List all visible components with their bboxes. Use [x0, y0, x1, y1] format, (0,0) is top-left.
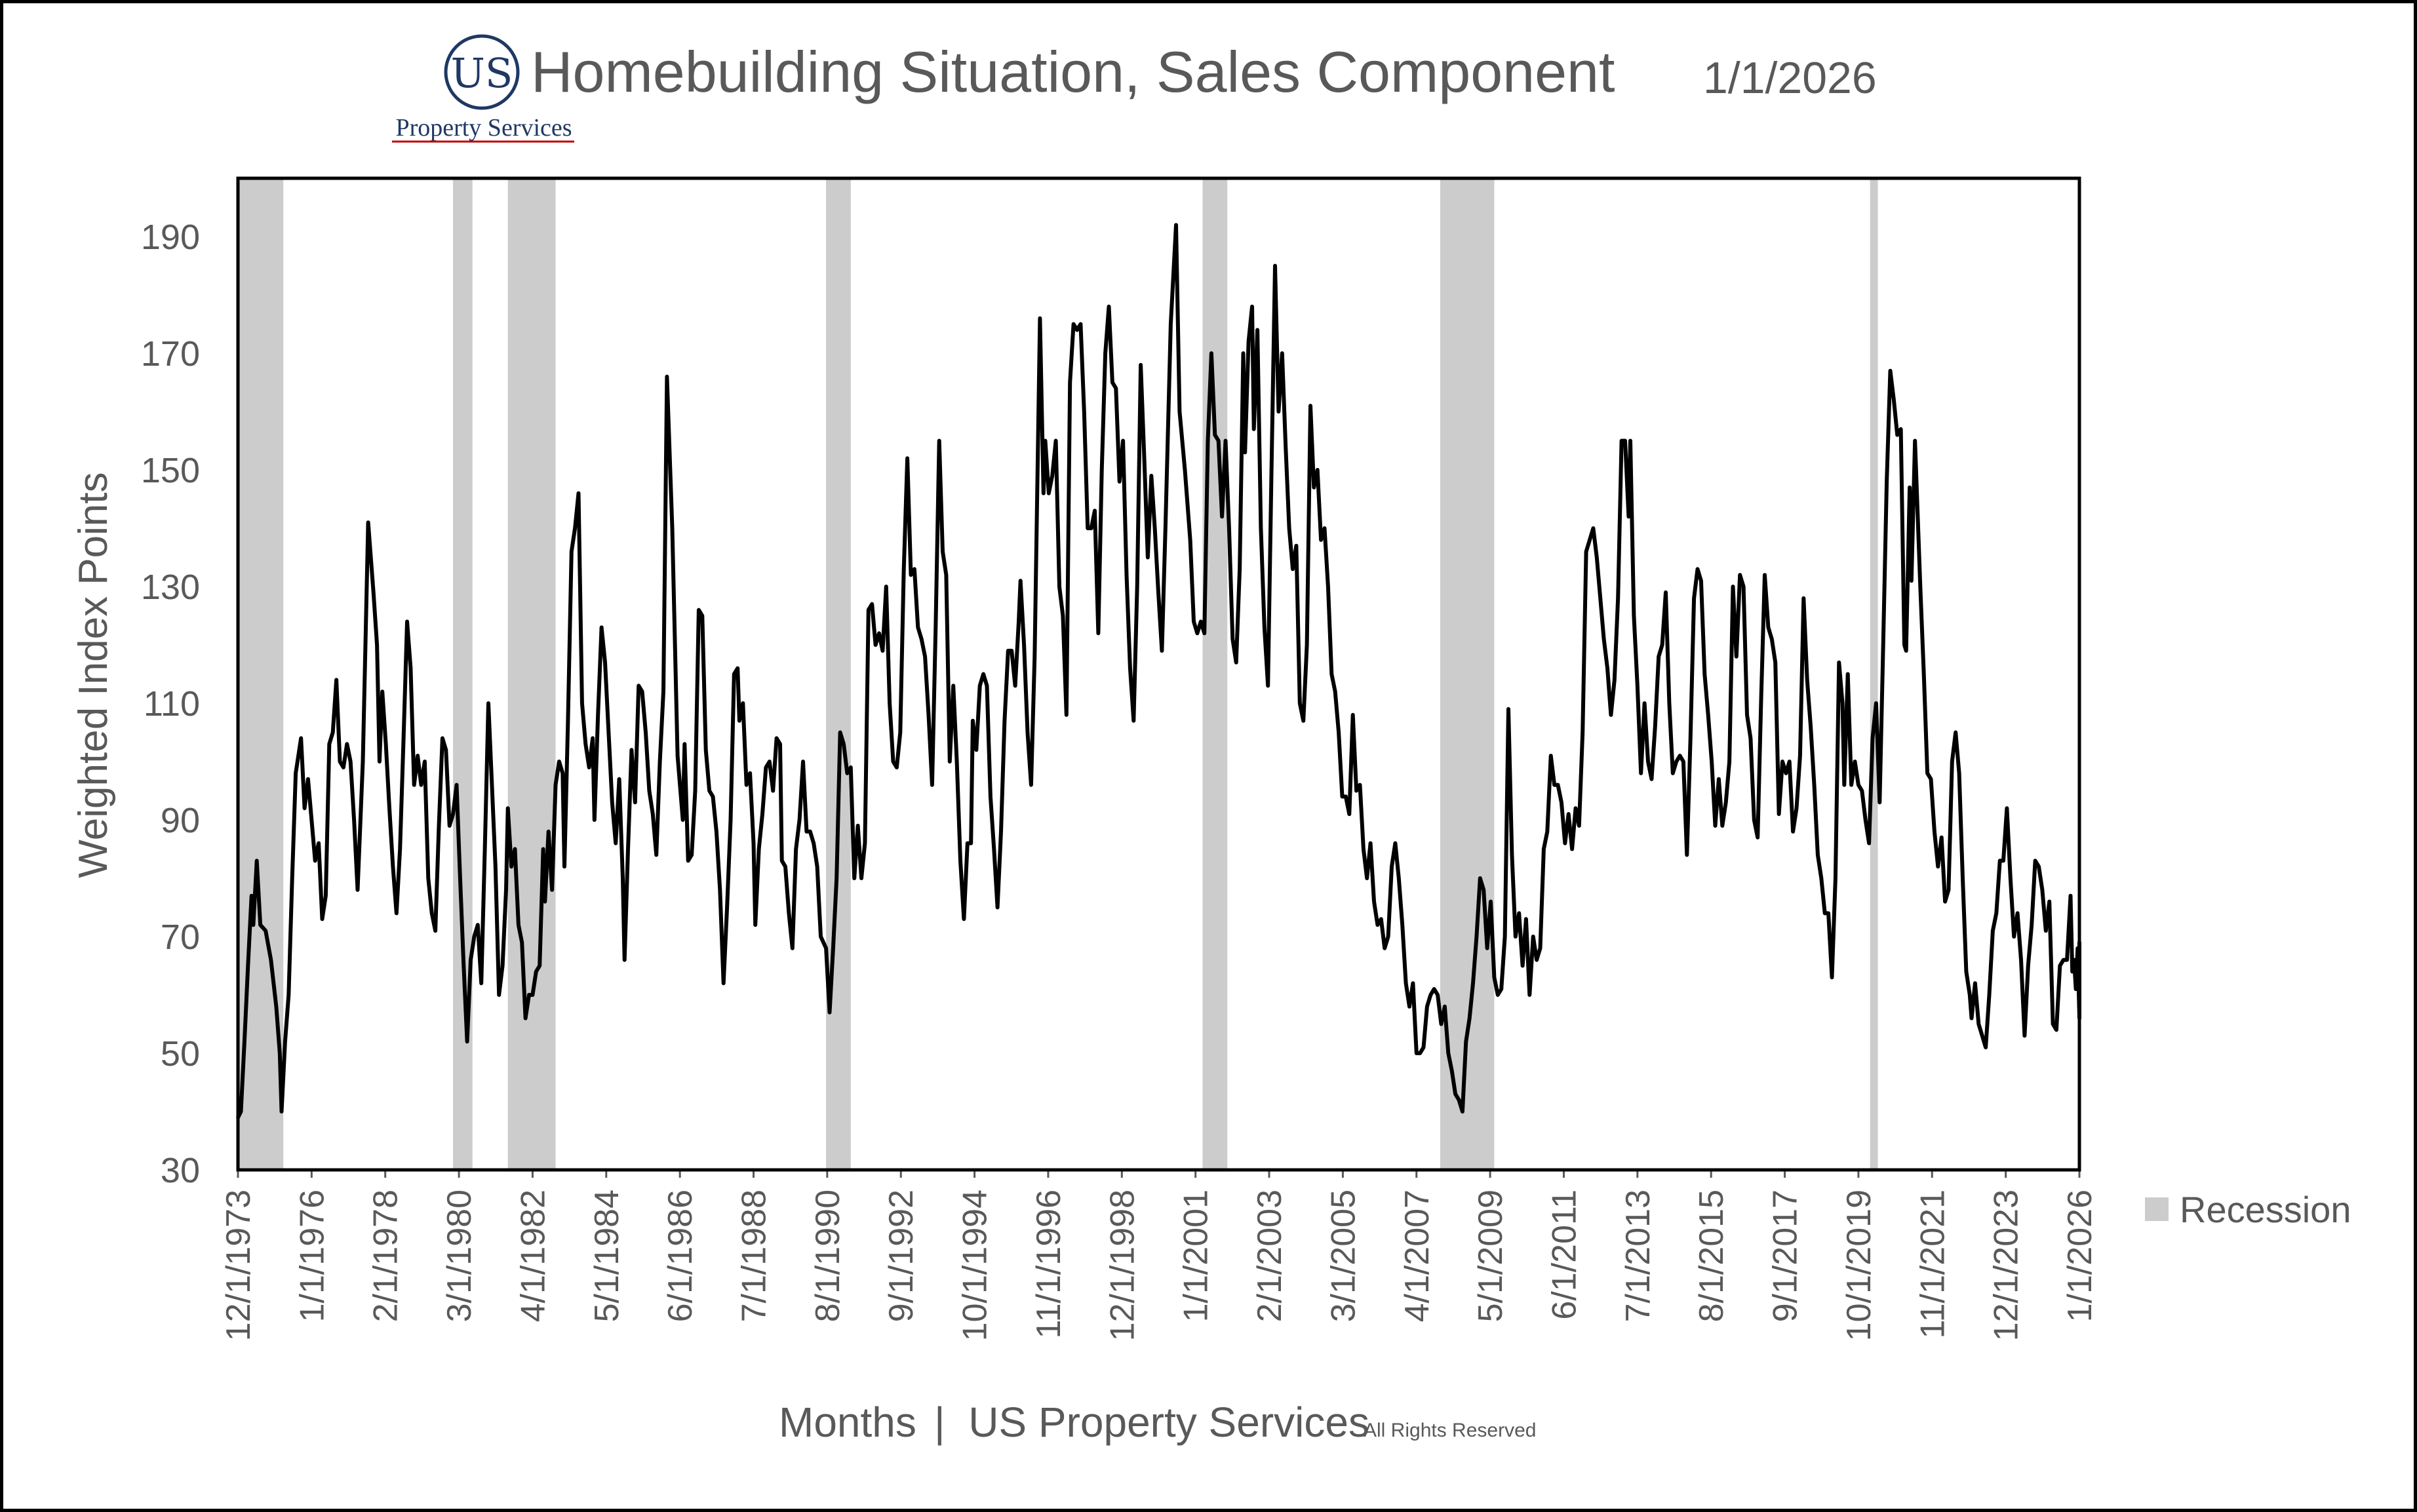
y-tick-label: 130	[141, 568, 200, 607]
series-line-sales-component	[236, 223, 2081, 1119]
x-tick-label: 12/1/1973	[220, 1190, 258, 1341]
plot-border	[236, 176, 2081, 1172]
x-tick-label: 8/1/2015	[1693, 1190, 1731, 1322]
y-tick-label: 90	[161, 801, 200, 840]
rights-reserved: All Rights Reserved	[1364, 1420, 1536, 1441]
legend-swatch	[2145, 1197, 2169, 1221]
x-tick-label: 6/1/1986	[661, 1190, 699, 1322]
chart-date: 1/1/2026	[1703, 53, 1877, 103]
x-tick-label: 9/1/2017	[1767, 1190, 1805, 1322]
y-tick-label: 70	[161, 918, 200, 957]
x-tick-label: 4/1/2007	[1398, 1190, 1436, 1322]
x-tick-label: 11/1/2021	[1914, 1190, 1952, 1338]
y-tick-label: 150	[141, 451, 200, 490]
logo-circle-icon	[444, 34, 520, 110]
y-tick-label: 30	[161, 1151, 200, 1190]
recession-band-3	[507, 178, 556, 1170]
recession-bands	[238, 178, 1878, 1170]
legend: Recession	[2145, 1189, 2351, 1230]
y-tick-label: 170	[141, 334, 200, 374]
logo: US Property Services	[392, 34, 574, 143]
x-tick-label: 12/1/1998	[1103, 1190, 1141, 1341]
y-tick-label: 50	[161, 1034, 200, 1074]
x-tick-label: 7/1/2013	[1619, 1190, 1657, 1322]
x-axis-label-group: Months | US Property Services All Rights…	[779, 1399, 1536, 1446]
x-tick-label: 5/1/2009	[1472, 1190, 1510, 1322]
x-tick-label: 8/1/1990	[809, 1190, 847, 1322]
recession-band-6	[1440, 178, 1495, 1170]
logo-mark: US	[451, 49, 513, 97]
chart-title: Homebuilding Situation, Sales Component	[531, 39, 1615, 104]
x-tick-label: 2/1/1978	[367, 1190, 405, 1322]
x-tick-label: 3/1/1980	[441, 1190, 479, 1322]
x-tick-label: 1/1/2001	[1177, 1190, 1215, 1322]
logo-subtitle: Property Services	[395, 114, 572, 142]
legend-label: Recession	[2180, 1189, 2351, 1230]
x-tick-label: 12/1/2023	[1988, 1190, 2026, 1341]
x-tick-label: 11/1/1996	[1030, 1190, 1068, 1338]
x-tick-label: 9/1/1992	[882, 1190, 920, 1322]
x-tick-label: 1/1/2026	[2061, 1190, 2099, 1322]
recession-band-7	[1870, 178, 1878, 1170]
x-tick-label: 10/1/2019	[1840, 1190, 1878, 1341]
x-tick-label: 1/1/1976	[293, 1190, 331, 1322]
recession-band-5	[1202, 178, 1228, 1170]
x-tick-label: 2/1/2003	[1251, 1190, 1289, 1322]
y-tick-label: 190	[141, 218, 200, 257]
y-axis-label: Weighted Index Points	[71, 472, 116, 878]
x-tick-label: 6/1/2011	[1545, 1190, 1583, 1320]
x-tick-label: 3/1/2005	[1324, 1190, 1362, 1322]
y-tick-label: 110	[144, 684, 200, 724]
x-tick-label: 7/1/1988	[736, 1190, 774, 1322]
recession-band-4	[826, 178, 851, 1170]
x-axis-label-suffix: | US Property Services	[934, 1399, 1369, 1446]
x-tick-label: 5/1/1984	[588, 1190, 626, 1322]
x-axis-label: Months	[779, 1399, 916, 1446]
x-tick-label: 10/1/1994	[956, 1190, 994, 1341]
y-axis-ticks: 30 50 70 90 110 130 150 170 190	[141, 218, 200, 1190]
x-axis-ticks: 12/1/1973 1/1/1976 2/1/1978 3/1/1980 4/1/198…	[220, 1170, 2099, 1341]
x-tick-label: 4/1/1982	[514, 1190, 552, 1322]
